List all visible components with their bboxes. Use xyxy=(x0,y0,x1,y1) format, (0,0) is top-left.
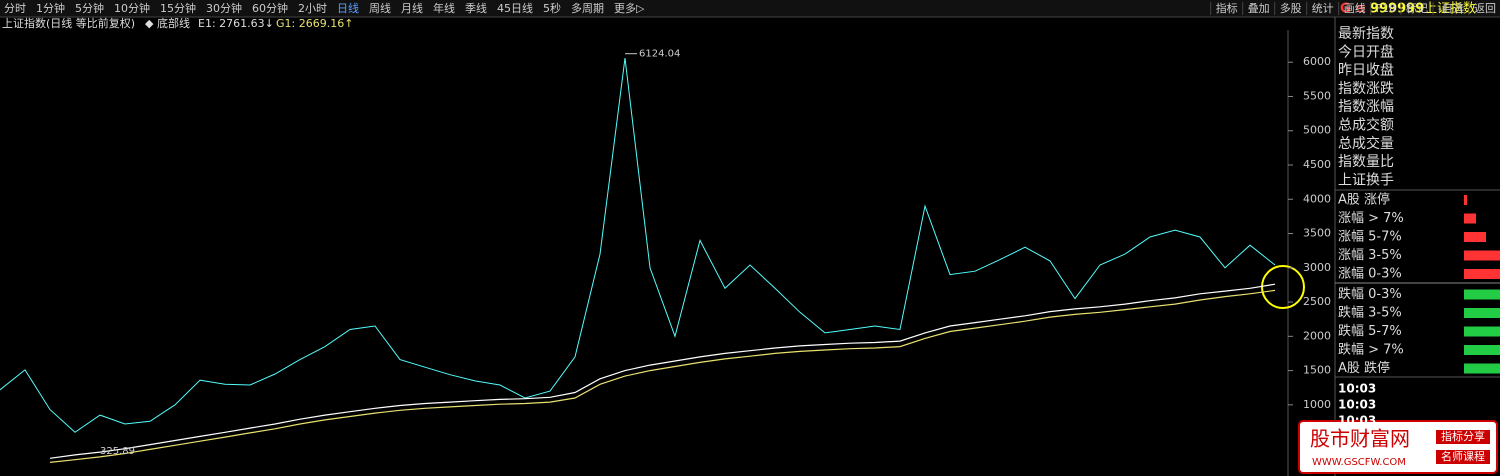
panel-field: 指数涨幅 xyxy=(1338,99,1394,115)
breadth-label: 跌幅 0-3% xyxy=(1338,286,1402,302)
panel-field: 今日开盘 xyxy=(1338,43,1394,60)
panel-code: 999999 xyxy=(1370,2,1424,17)
y-tick-label: 4000 xyxy=(1303,192,1331,205)
tag-bg xyxy=(1436,430,1490,444)
period-tab[interactable]: 周线 xyxy=(369,1,391,15)
period-tab[interactable]: 多周期 xyxy=(571,1,604,15)
y-tick-label: 6000 xyxy=(1303,55,1331,68)
breadth-label: A股 跌停 xyxy=(1338,360,1390,376)
breadth-bar xyxy=(1464,326,1500,337)
breadth-label: 跌幅 3-5% xyxy=(1338,305,1402,321)
y-tick-label: 5000 xyxy=(1303,124,1331,137)
panel-field: 总成交额 xyxy=(1338,117,1394,134)
breadth-label: 跌幅 5-7% xyxy=(1338,323,1402,339)
g1-label: G1: 2669.16↑ xyxy=(276,17,353,30)
period-tab[interactable]: 10分钟 xyxy=(114,1,150,15)
tool-button[interactable]: 统计 xyxy=(1312,2,1334,15)
breadth-bar xyxy=(1464,289,1500,300)
panel-field: 昨日收盘 xyxy=(1338,62,1394,79)
time-label: 10:03 xyxy=(1338,398,1376,412)
watermark: 股市财富网 WWW.GSCFW.COM 指标分享 名师课程 xyxy=(1298,420,1498,474)
period-tab[interactable]: 30分钟 xyxy=(206,1,242,15)
breadth-label: 涨幅 3-5% xyxy=(1338,248,1402,263)
panel-name: 上证指数 xyxy=(1424,2,1476,17)
panel-field: 指数涨跌 xyxy=(1338,81,1394,97)
period-tab[interactable]: 分时 xyxy=(4,2,26,15)
y-tick-label: 3000 xyxy=(1303,261,1331,274)
period-tab[interactable]: 更多▷ xyxy=(614,1,645,15)
period-tab[interactable]: 1分钟 xyxy=(36,1,65,15)
panel-field: 总成交量 xyxy=(1338,135,1394,152)
period-tab[interactable]: 月线 xyxy=(401,1,423,15)
tag-bg xyxy=(1436,450,1490,464)
chart-title: 上证指数(日线 等比前复权) xyxy=(2,16,135,30)
high-label: 6124.04 xyxy=(639,49,680,60)
panel-field: 上证换手 xyxy=(1338,171,1394,188)
time-label: 10:03 xyxy=(1338,382,1376,396)
indicator-text: 底部线 xyxy=(157,16,190,30)
low-label: 325.89 xyxy=(100,446,135,457)
period-tab[interactable]: 60分钟 xyxy=(252,1,288,15)
tool-button[interactable]: 叠加 xyxy=(1248,2,1270,15)
panel-field: 指数量比 xyxy=(1338,154,1394,170)
period-tab[interactable]: 年线 xyxy=(433,1,455,15)
indicator-name: ◆ 底部线 xyxy=(145,16,190,30)
tool-button[interactable]: -自选 xyxy=(1438,2,1464,15)
breadth-label: 跌幅 > 7% xyxy=(1338,342,1404,358)
panel-g: G ≡ xyxy=(1340,2,1366,17)
period-tab[interactable]: 5分钟 xyxy=(75,1,104,15)
period-tab[interactable]: 日线 xyxy=(337,1,359,15)
period-tab[interactable]: 15分钟 xyxy=(160,1,196,15)
e1-label: E1: 2761.63↓ xyxy=(198,17,274,30)
period-tab[interactable]: 5秒 xyxy=(543,1,561,15)
tool-button[interactable]: 标记 xyxy=(1406,1,1428,15)
watermark-site: 股市财富网 xyxy=(1310,427,1410,451)
breadth-bar xyxy=(1464,213,1476,224)
time-label: 10:03 xyxy=(1338,414,1376,428)
breadth-label: 涨幅 > 7% xyxy=(1338,211,1404,226)
breadth-bar xyxy=(1464,345,1500,355)
y-tick-label: 2500 xyxy=(1303,295,1331,308)
watermark-url: WWW.GSCFW.COM xyxy=(1312,457,1406,468)
tool-button[interactable]: 画线 xyxy=(1344,1,1366,15)
breadth-bar xyxy=(1464,232,1486,242)
breadth-label: A股 涨停 xyxy=(1338,192,1390,208)
period-tab[interactable]: 2小时 xyxy=(298,2,327,15)
toolbar-bg xyxy=(0,0,1500,17)
watermark-tag: 名师课程 xyxy=(1441,449,1485,463)
bottom-line xyxy=(49,283,1276,459)
period-tab[interactable]: 45日线 xyxy=(497,1,533,15)
tool-button[interactable]: 指标 xyxy=(1216,1,1238,15)
breadth-bar xyxy=(1464,363,1500,374)
tool-button[interactable]: 多股 xyxy=(1280,1,1302,15)
y-tick-label: 1500 xyxy=(1303,364,1331,377)
watermark-tag: 指标分享 xyxy=(1441,429,1485,443)
y-tick-label: 5500 xyxy=(1303,89,1331,102)
highlight-circle xyxy=(1261,265,1305,309)
breadth-label: 涨幅 0-3% xyxy=(1338,267,1402,282)
bottom-line xyxy=(49,289,1276,463)
y-tick-label: 3500 xyxy=(1303,227,1331,240)
y-tick-label: 4500 xyxy=(1303,158,1331,171)
breadth-bar xyxy=(1464,269,1500,279)
tool-button[interactable]: F10 xyxy=(1376,2,1396,15)
breadth-bar xyxy=(1464,308,1500,318)
breadth-label: 涨幅 5-7% xyxy=(1338,230,1402,245)
tool-button[interactable]: 返回 xyxy=(1474,2,1496,15)
y-tick-label: 2000 xyxy=(1303,329,1331,342)
y-tick-label: 1000 xyxy=(1303,398,1331,411)
panel-field: 最新指数 xyxy=(1338,26,1394,42)
breadth-bar xyxy=(1464,250,1500,261)
period-tab[interactable]: 季线 xyxy=(465,1,487,15)
price-line xyxy=(0,58,1276,433)
breadth-bar xyxy=(1464,195,1467,205)
